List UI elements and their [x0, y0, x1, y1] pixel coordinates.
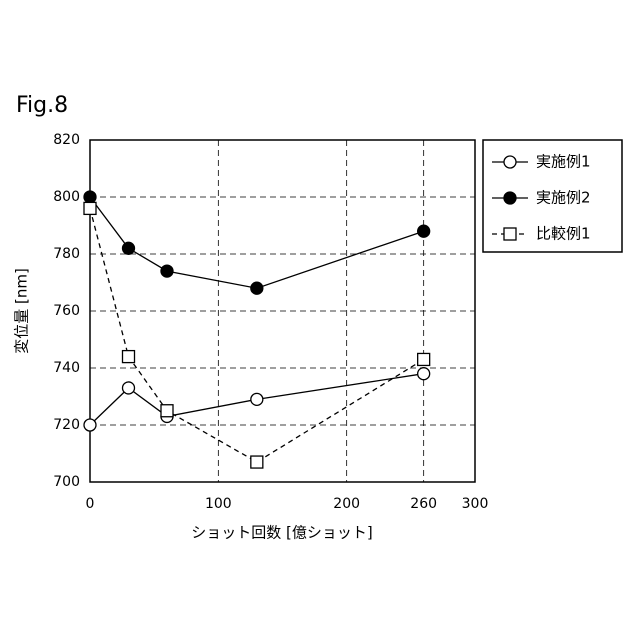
y-tick-label: 760	[53, 303, 80, 319]
marker	[418, 368, 430, 380]
background	[0, 0, 640, 640]
marker	[123, 242, 135, 254]
marker	[418, 225, 430, 237]
chart: Fig.8 変位量 [nm] ショット回数 [億ショット] 700 720 740 7…	[0, 0, 640, 640]
marker	[251, 393, 263, 405]
y-tick-label: 720	[53, 417, 80, 433]
y-tick-label: 820	[53, 132, 80, 148]
marker	[251, 282, 263, 294]
legend-label: 比較例1	[536, 225, 591, 243]
x-tick-label: 200	[333, 496, 360, 512]
marker	[123, 382, 135, 394]
x-tick-label: 260	[410, 496, 437, 512]
legend-marker	[504, 228, 516, 240]
marker	[251, 456, 263, 468]
y-tick-label: 700	[53, 474, 80, 490]
y-tick-label: 800	[53, 189, 80, 205]
x-tick-label: 100	[205, 496, 232, 512]
x-axis-label: ショット回数 [億ショット]	[191, 524, 372, 542]
figure-label: Fig.8	[16, 93, 68, 118]
x-tick-label: 300	[462, 496, 489, 512]
legend-marker	[504, 156, 516, 168]
marker	[161, 265, 173, 277]
marker	[123, 351, 135, 363]
marker	[84, 191, 96, 203]
y-tick-label: 740	[53, 360, 80, 376]
x-tick-label: 0	[86, 496, 95, 512]
legend-label: 実施例1	[536, 153, 591, 171]
marker	[84, 202, 96, 214]
marker	[161, 405, 173, 417]
legend-label: 実施例2	[536, 189, 591, 207]
y-tick-label: 780	[53, 246, 80, 262]
marker	[84, 419, 96, 431]
legend-marker	[504, 192, 516, 204]
y-axis-label: 変位量 [nm]	[13, 268, 31, 354]
marker	[418, 353, 430, 365]
